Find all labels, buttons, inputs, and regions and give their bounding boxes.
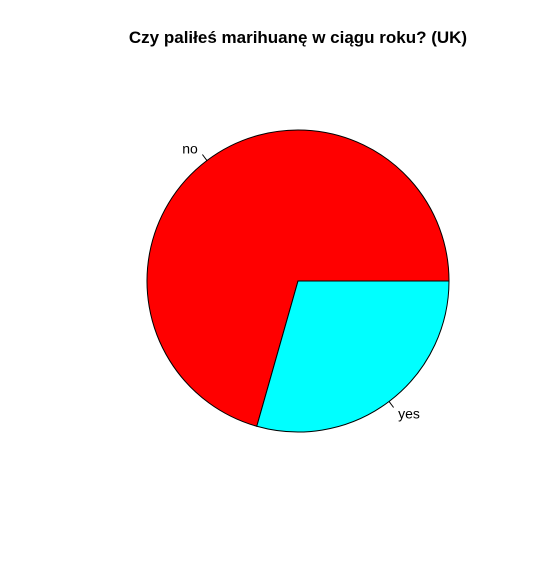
pie-label-tick-no xyxy=(202,154,208,161)
pie-label-no: no xyxy=(182,140,198,156)
chart-title: Czy paliłeś marihuanę w ciągu roku? (UK) xyxy=(128,28,468,47)
pie-labels: no yes xyxy=(182,140,420,421)
pie-slices xyxy=(146,129,450,433)
pie-label-yes: yes xyxy=(398,406,420,422)
pie-slice-yes xyxy=(256,280,450,433)
pie-label-tick-yes xyxy=(388,401,394,408)
